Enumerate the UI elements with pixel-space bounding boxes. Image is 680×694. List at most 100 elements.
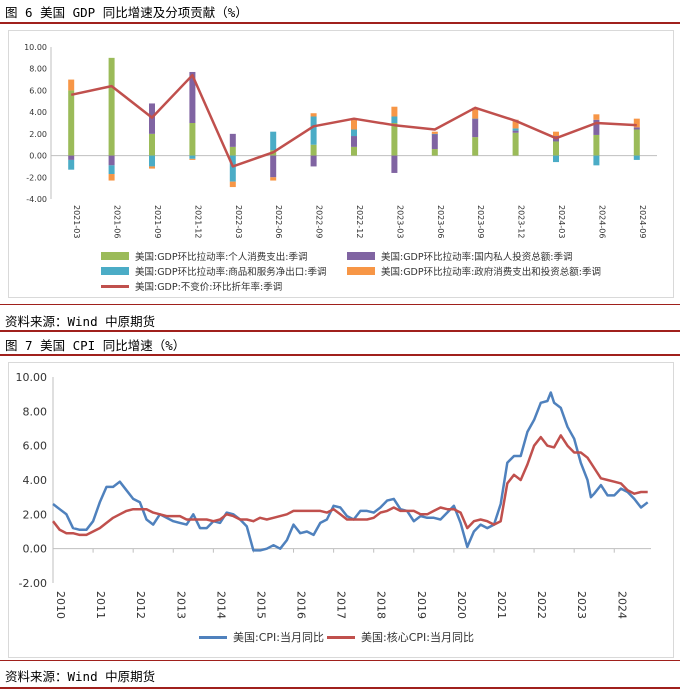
gdp-bar-segment	[472, 118, 479, 138]
cpi-y-tick-label: 0.00	[23, 543, 48, 556]
gdp-bar-segment	[512, 130, 519, 133]
gdp-bar-segment	[391, 116, 398, 123]
gdp-bar-segment	[553, 155, 559, 163]
cpi-x-tick-label: 2022	[535, 591, 548, 619]
gdp-bar-segment	[351, 136, 357, 147]
gdp-y-tick-label: 8.00	[29, 65, 47, 74]
cpi-x-tick-label: 2016	[295, 591, 308, 619]
gdp-bar-segment	[472, 137, 479, 156]
figure-6-source-top-rule	[0, 304, 680, 305]
gdp-bar-segment	[633, 129, 640, 156]
gdp-bar-segment	[512, 119, 519, 129]
gdp-chart-frame: 10.00 8.00 6.00 4.00 2.00 0.00 -2.00 -4.00 2021-…	[8, 30, 674, 298]
gdp-bar-segment	[189, 155, 196, 159]
legend-swatch-consumption	[101, 252, 129, 260]
gdp-bar-segment	[512, 132, 519, 156]
gdp-y-tick-label: 4.00	[29, 108, 47, 117]
cpi-x-tick-label: 2014	[214, 591, 227, 619]
legend-label-consumption: 美国:GDP环比拉动率:个人消费支出:季调	[135, 252, 308, 263]
legend-swatch-cpi	[199, 635, 227, 639]
legend-swatch-private-invest	[347, 252, 375, 260]
cpi-line-series	[52, 391, 649, 552]
gdp-bar-segment	[472, 118, 479, 120]
gdp-x-tick-label: 2023-12	[517, 205, 526, 238]
cpi-y-tick-label: 10.00	[16, 371, 48, 384]
legend-swatch-government	[347, 267, 375, 275]
gdp-x-tick-label: 2022-03	[234, 205, 243, 238]
cpi-y-tick-label: 6.00	[23, 440, 48, 453]
legend-core-cpi: 美国:核心CPI:当月同比	[327, 629, 474, 645]
cpi-x-tick-label: 2021	[495, 591, 508, 619]
gdp-bar-segment	[310, 113, 317, 117]
gdp-y-tick-label: -2.00	[26, 173, 47, 182]
gdp-bar-segment	[149, 155, 155, 167]
cpi-x-tick-label: 2024	[615, 591, 628, 619]
legend-label-net-export: 美国:GDP环比拉动率:商品和服务净出口:季调	[135, 267, 327, 278]
gdp-bar-segment	[108, 155, 115, 166]
legend-government: 美国:GDP环比拉动率:政府消费支出和投资总额:季调	[347, 264, 601, 278]
legend-swatch-core-cpi	[327, 635, 355, 639]
gdp-y-tick-label: 6.00	[29, 86, 47, 95]
gdp-bar-segment	[108, 174, 115, 181]
gdp-bar-segment	[593, 155, 600, 166]
cpi-x-tick-label: 2012	[134, 591, 147, 619]
gdp-bar-segment	[593, 134, 600, 156]
legend-net-export: 美国:GDP环比拉动率:商品和服务净出口:季调	[101, 264, 327, 278]
gdp-y-tick-label: 10.00	[24, 43, 47, 52]
gdp-bar-segment	[633, 155, 640, 160]
gdp-bar-segment	[310, 144, 317, 156]
gdp-bar-segment	[149, 133, 155, 156]
gdp-chart: 10.00 8.00 6.00 4.00 2.00 0.00 -2.00 -4.00 2021-…	[24, 43, 657, 238]
gdp-bar-segment	[553, 131, 559, 137]
legend-label-private-invest: 美国:GDP环比拉动率:国内私人投资总额:季调	[381, 252, 573, 263]
cpi-y-tick-label: -2.00	[19, 577, 47, 590]
figure-6-top-rule	[0, 22, 680, 24]
gdp-bar-segment	[472, 107, 479, 119]
gdp-bar-segment	[149, 166, 155, 169]
gdp-bar-segment	[351, 119, 357, 130]
gdp-bar-segment	[310, 116, 317, 145]
figure-7-source: 资料来源：Wind 中原期货	[5, 669, 156, 684]
figure-7-source-top-rule	[0, 660, 680, 661]
gdp-bar-segment	[351, 129, 357, 137]
gdp-bar-segment	[189, 123, 196, 156]
gdp-x-tick-label: 2021-09	[153, 205, 162, 238]
cpi-x-tick-label: 2018	[375, 591, 388, 619]
gdp-bar-segment	[229, 146, 236, 156]
legend-consumption: 美国:GDP环比拉动率:个人消费支出:季调	[101, 249, 308, 263]
gdp-bar-segment	[431, 131, 438, 134]
gdp-bar-segment	[229, 133, 236, 147]
figure-6-bottom-rule	[0, 330, 680, 332]
gdp-bar-segment	[593, 119, 600, 135]
gdp-bar-segment	[270, 131, 277, 151]
gdp-bar-segment	[593, 114, 600, 120]
gdp-bar-segment	[391, 155, 398, 173]
gdp-bar-segment	[189, 71, 196, 123]
legend-label-cpi: 美国:CPI:当月同比	[233, 631, 324, 644]
gdp-x-tick-label: 2024-06	[597, 205, 606, 238]
gdp-x-tick-label: 2022-06	[274, 205, 283, 238]
gdp-bar-segment	[431, 149, 438, 156]
gdp-bar-segment	[229, 155, 236, 182]
gdp-bar-segment	[189, 158, 196, 160]
cpi-x-tick-label: 2010	[54, 591, 67, 619]
gdp-x-tick-label: 2022-12	[355, 205, 364, 238]
figure-6-title: 图 6 美国 GDP 同比增速及分项贡献（%）	[5, 5, 248, 20]
gdp-y-tick-label: -4.00	[26, 195, 47, 204]
gdp-x-tick-label: 2021-12	[193, 205, 202, 238]
legend-label-government: 美国:GDP环比拉动率:政府消费支出和投资总额:季调	[381, 267, 602, 278]
gdp-x-tick-label: 2023-09	[476, 205, 485, 238]
gdp-bar-segment	[68, 79, 75, 91]
cpi-x-tick-label: 2011	[94, 591, 107, 619]
legend-label-gdp-line: 美国:GDP:不变价:环比折年率:季调	[135, 282, 283, 293]
figure-7-bottom-rule	[0, 687, 680, 689]
legend-gdp-line: 美国:GDP:不变价:环比折年率:季调	[101, 279, 282, 293]
legend-cpi: 美国:CPI:当月同比	[199, 629, 324, 645]
gdp-bar-segment	[512, 128, 519, 131]
gdp-bar-segment	[553, 141, 559, 156]
gdp-x-tick-label: 2023-03	[395, 205, 404, 238]
gdp-bar-segment	[431, 133, 438, 135]
cpi-x-tick-label: 2017	[335, 591, 348, 619]
cpi-x-tick-label: 2013	[174, 591, 187, 619]
legend-swatch-net-export	[101, 267, 129, 275]
